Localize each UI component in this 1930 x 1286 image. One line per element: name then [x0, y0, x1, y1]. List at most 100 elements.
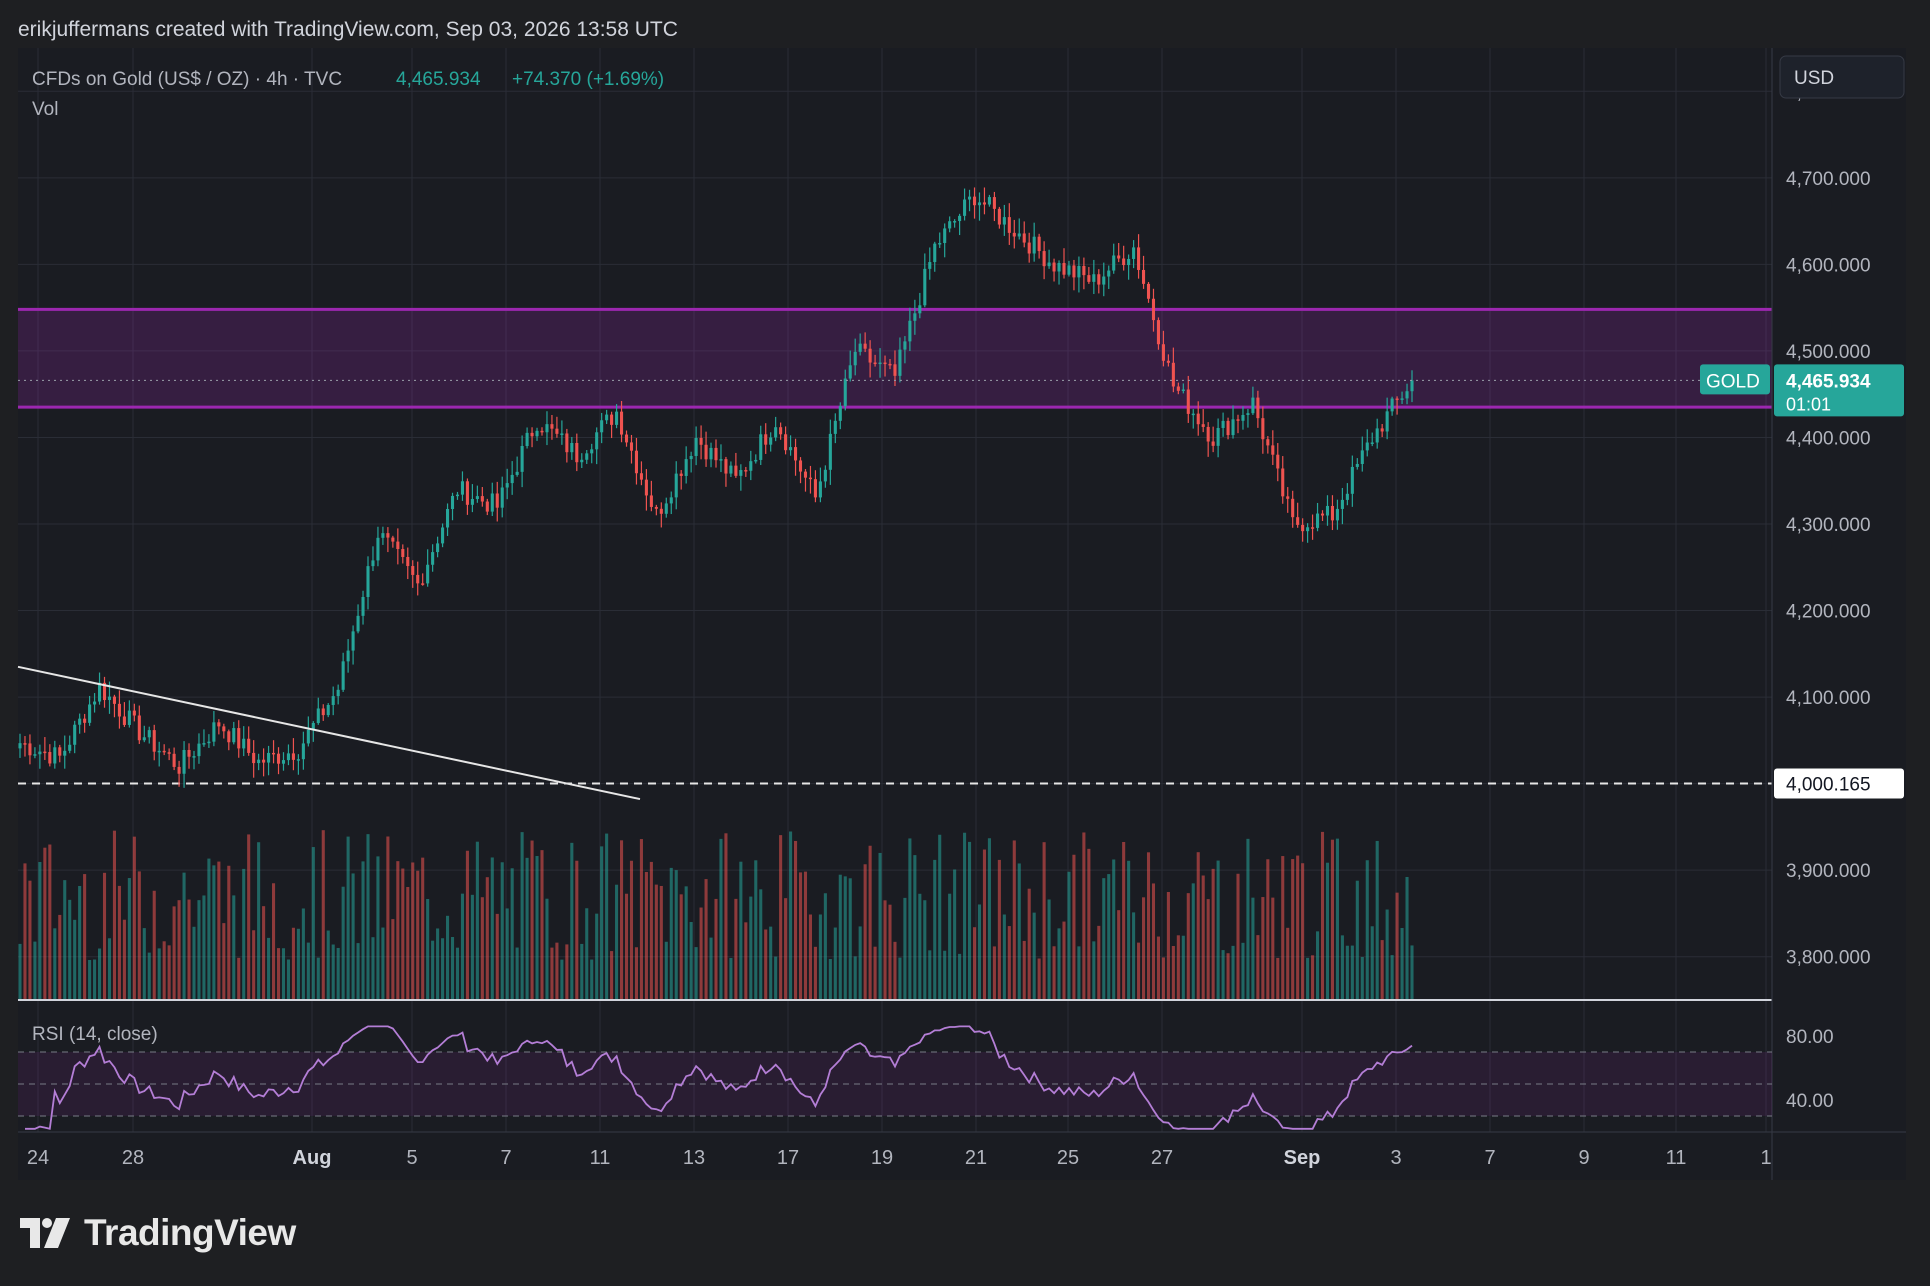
volume-bar — [923, 900, 927, 1000]
volume-bar — [833, 927, 837, 1000]
volume-bar — [1022, 940, 1026, 1000]
volume-bar — [808, 914, 812, 1000]
volume-bar — [147, 952, 151, 1000]
volume-bar — [694, 947, 698, 1000]
candle-body — [888, 363, 892, 366]
candle-body — [634, 450, 638, 474]
candle-body — [948, 221, 952, 229]
candle-body — [1226, 420, 1230, 436]
volume-bar — [1132, 912, 1136, 1000]
candle-body — [1052, 262, 1056, 272]
candle-body — [1355, 463, 1359, 467]
volume-bar — [1161, 957, 1165, 1000]
candle-body — [237, 728, 241, 749]
volume-bar — [1375, 840, 1379, 1000]
candle-body — [759, 434, 763, 460]
candle-body — [371, 560, 375, 567]
volume-bar — [202, 895, 206, 1000]
volume-bar — [953, 869, 957, 1000]
candle-body — [639, 473, 643, 480]
volume-bar — [1251, 897, 1255, 1000]
candle-body — [744, 470, 748, 472]
volume-bar — [1107, 874, 1111, 1000]
volume-bar — [162, 941, 166, 1000]
volume-bar — [1340, 935, 1344, 1000]
candle-body — [1042, 251, 1046, 267]
candle-body — [784, 434, 788, 451]
volume-bar — [828, 958, 832, 1000]
candle-body — [296, 759, 300, 761]
candle-body — [361, 596, 365, 616]
candle-body — [908, 320, 912, 342]
volume-bar — [38, 861, 42, 1000]
candle-body — [222, 726, 226, 732]
volume-bar — [371, 937, 375, 1000]
volume-bar — [1117, 910, 1121, 1000]
volume-bar — [1276, 957, 1280, 1000]
volume-bar — [1380, 940, 1384, 1000]
volume-bar — [918, 893, 922, 1000]
volume-bar — [1137, 942, 1141, 1000]
candle-body — [1251, 397, 1255, 414]
candle-body — [739, 470, 743, 476]
candle-body — [38, 751, 42, 755]
time-tick-label: 24 — [27, 1147, 49, 1169]
candle-body — [98, 682, 102, 702]
candle-body — [843, 378, 847, 407]
volume-bar — [1067, 871, 1071, 1000]
candle-body — [1385, 411, 1389, 432]
volume-bar — [605, 833, 609, 1000]
volume-bar — [63, 880, 67, 1000]
candle-body — [769, 437, 773, 445]
candle-body — [112, 696, 116, 704]
volume-bar — [958, 953, 962, 1000]
volume-bar — [664, 941, 668, 1000]
candle-body — [1102, 276, 1106, 285]
tradingview-logo[interactable]: TradingView — [20, 1212, 296, 1254]
volume-bar — [1052, 946, 1056, 1000]
candle-body — [943, 228, 947, 244]
volume-bar — [515, 947, 519, 1000]
volume-bar — [93, 959, 97, 1000]
candle-body — [381, 533, 385, 538]
candle-body — [629, 442, 634, 451]
candle-body — [798, 460, 803, 472]
candle-body — [649, 495, 653, 507]
candle-body — [818, 481, 822, 498]
volume-bar — [1370, 926, 1374, 1000]
time-tick-label: Aug — [293, 1147, 332, 1169]
volume-bar — [480, 897, 484, 1000]
volume-bar — [908, 838, 912, 1000]
candle-body — [18, 743, 22, 749]
candle-body — [117, 703, 121, 717]
volume-bar — [232, 895, 236, 1000]
candle-body — [356, 615, 360, 632]
volume-bar — [28, 880, 32, 1000]
volume-bar — [217, 861, 221, 1000]
volume-bar — [1002, 914, 1006, 1000]
volume-bar — [1057, 928, 1061, 1000]
candle-body — [1325, 505, 1330, 516]
candle-body — [232, 728, 236, 743]
volume-bar — [132, 836, 136, 1000]
legend-change: +74.370 (+1.69%) — [512, 69, 664, 90]
volume-bar — [1181, 935, 1185, 1000]
candle-body — [436, 543, 440, 553]
volume-bar — [1156, 936, 1160, 1000]
candle-body — [446, 508, 450, 528]
candle-body — [1266, 439, 1270, 446]
chart-panel — [18, 48, 1906, 1180]
volume-bar — [1037, 958, 1041, 1000]
time-tick-label: 7 — [1484, 1147, 1495, 1169]
volume-bar — [1191, 883, 1195, 1000]
candle-body — [505, 483, 509, 488]
candle-body — [1271, 445, 1275, 455]
candle-body — [341, 661, 345, 690]
candle-body — [883, 362, 887, 365]
volume-bar — [142, 928, 146, 1000]
volume-bar — [774, 956, 778, 1000]
candle-body — [953, 221, 957, 223]
candle-body — [1176, 386, 1180, 391]
candle-body — [624, 434, 629, 443]
